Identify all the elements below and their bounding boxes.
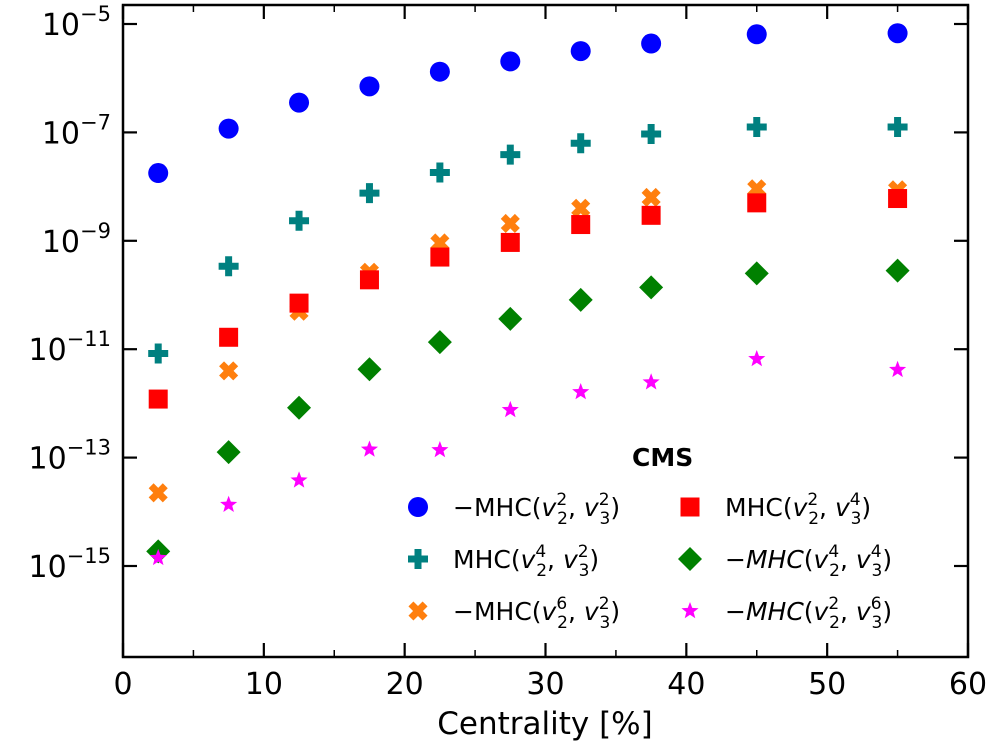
cms-label: CMS <box>632 443 693 472</box>
legend-marker-plus <box>408 549 428 569</box>
data-point-circle <box>500 51 521 72</box>
series-star <box>149 349 907 566</box>
legend-entry: −MHC(v2 2, v2 3) <box>408 490 620 529</box>
y-tick-label: 10−9 <box>42 219 111 260</box>
legend-marker-x <box>408 601 428 621</box>
data-point-diamond <box>744 261 769 286</box>
data-point-diamond <box>427 330 452 355</box>
data-point-diamond <box>639 275 664 300</box>
data-point-plus <box>641 124 662 145</box>
data-point-x <box>219 361 239 381</box>
x-tick-label: 10 <box>245 667 283 702</box>
legend-label: −MHC(v4 2, v4 3) <box>725 542 892 581</box>
data-point-circle <box>359 76 380 97</box>
data-point-star <box>572 383 590 400</box>
data-point-plus <box>429 162 450 183</box>
series-circle <box>148 23 908 184</box>
data-point-plus <box>887 116 908 137</box>
x-axis-title: Centrality [%] <box>437 706 653 742</box>
y-tick-label: 10−15 <box>28 544 111 585</box>
x-tick-label: 50 <box>808 667 846 702</box>
data-point-circle <box>746 24 767 45</box>
data-point-circle <box>218 118 239 139</box>
legend-entry: MHC(v4 2, v2 3) <box>408 542 599 581</box>
x-tick-label: 20 <box>386 667 424 702</box>
x-tick-label: 0 <box>113 667 132 702</box>
legend-label: MHC(v4 2, v2 3) <box>453 542 599 581</box>
data-point-star <box>642 373 660 390</box>
data-points <box>146 23 910 566</box>
data-point-star <box>149 548 167 566</box>
x-tick-label: 40 <box>667 667 705 702</box>
data-point-star <box>889 360 907 378</box>
x-tick-label: 30 <box>526 667 564 702</box>
legend-entry: −MHC(v4 2, v4 3) <box>678 542 892 581</box>
data-point-plus <box>218 256 239 277</box>
series-plus <box>148 116 908 364</box>
data-point-x <box>571 198 591 218</box>
data-point-diamond <box>568 287 593 312</box>
data-point-star <box>290 471 308 488</box>
legend-marker-diamond <box>678 547 702 571</box>
legend-marker-square <box>680 497 700 517</box>
data-point-diamond <box>287 395 312 420</box>
legend-label: MHC(v2 2, v4 3) <box>725 490 871 529</box>
data-point-x <box>148 483 168 503</box>
data-point-plus <box>570 133 591 154</box>
y-tick-label: 10−13 <box>28 436 111 477</box>
legend-label: −MHC(v6 2, v2 3) <box>453 594 620 633</box>
y-tick-label: 10−11 <box>28 327 111 368</box>
data-point-square <box>747 193 767 213</box>
data-point-circle <box>289 92 310 113</box>
legend-entry: MHC(v2 2, v4 3) <box>680 490 871 529</box>
legend: −MHC(v2 2, v2 3) MHC(v2 2, v4 3) MHC(v4 2, v2 3)… <box>408 490 892 633</box>
data-point-square <box>500 232 520 252</box>
data-point-plus <box>148 343 169 364</box>
data-point-star <box>431 441 449 458</box>
data-point-star <box>501 400 519 418</box>
data-point-square <box>359 270 379 290</box>
y-tick-label: 10−7 <box>42 110 111 151</box>
data-point-square <box>571 215 591 235</box>
legend-marker-circle <box>408 497 428 517</box>
legend-marker-star <box>681 602 699 619</box>
series-x <box>148 179 908 503</box>
data-point-square <box>289 293 309 313</box>
data-point-star <box>360 440 379 457</box>
y-tick-label: 10−5 <box>42 2 111 43</box>
data-point-circle <box>887 23 908 44</box>
data-point-star <box>748 349 766 367</box>
data-point-circle <box>148 163 169 184</box>
data-point-plus <box>289 210 310 231</box>
data-point-square <box>430 247 450 267</box>
legend-entry: −MHC(v6 2, v2 3) <box>408 594 620 633</box>
data-point-plus <box>359 183 380 204</box>
data-point-star <box>220 495 238 513</box>
data-point-x <box>641 187 661 207</box>
data-point-plus <box>500 144 521 165</box>
data-point-circle <box>429 61 450 82</box>
data-point-diamond <box>885 258 910 283</box>
series-square <box>148 189 908 409</box>
data-point-circle <box>570 41 591 62</box>
data-point-x <box>500 213 520 234</box>
data-point-diamond <box>498 306 523 331</box>
data-point-square <box>888 189 908 209</box>
data-point-square <box>148 389 168 409</box>
data-point-square <box>219 327 239 347</box>
data-point-circle <box>641 33 662 54</box>
legend-label: −MHC(v2 2, v2 3) <box>453 490 620 529</box>
x-tick-label: 60 <box>949 667 987 702</box>
data-point-diamond <box>357 357 382 382</box>
data-point-square <box>641 205 661 225</box>
data-point-plus <box>746 116 767 137</box>
data-point-diamond <box>216 440 241 465</box>
legend-label: −MHC(v2 2, v6 3) <box>725 594 892 633</box>
legend-entry: −MHC(v2 2, v6 3) <box>681 594 892 633</box>
